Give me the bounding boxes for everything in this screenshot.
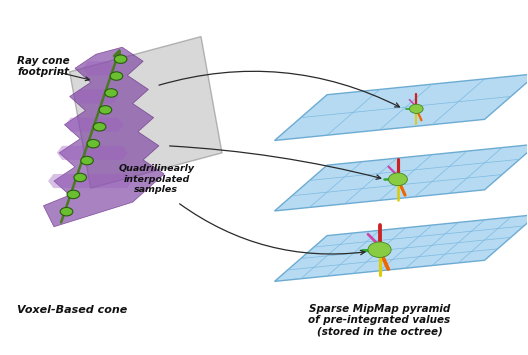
Polygon shape [74,89,119,104]
Circle shape [410,104,423,113]
Polygon shape [275,214,528,282]
Circle shape [87,140,100,148]
Circle shape [389,173,408,186]
Text: Voxel-Based cone: Voxel-Based cone [17,305,127,315]
Circle shape [105,89,117,97]
Text: Ray cone
footprint: Ray cone footprint [17,56,70,77]
Polygon shape [70,37,222,188]
Polygon shape [83,61,114,75]
Text: Sparse MipMap pyramid
of pre-integrated values
(stored in the octree): Sparse MipMap pyramid of pre-integrated … [308,304,450,337]
Polygon shape [65,118,123,132]
Circle shape [110,72,122,80]
Circle shape [81,156,93,165]
Polygon shape [275,144,528,211]
Polygon shape [57,146,128,160]
Circle shape [74,173,87,182]
Polygon shape [48,174,132,188]
Circle shape [67,190,80,199]
Text: Quadrilinearly
interpolated
samples: Quadrilinearly interpolated samples [118,164,194,194]
Circle shape [114,55,127,64]
Polygon shape [43,47,164,227]
Polygon shape [275,73,528,141]
Circle shape [60,207,73,216]
Circle shape [93,122,106,131]
Circle shape [368,242,391,257]
Circle shape [99,106,112,114]
